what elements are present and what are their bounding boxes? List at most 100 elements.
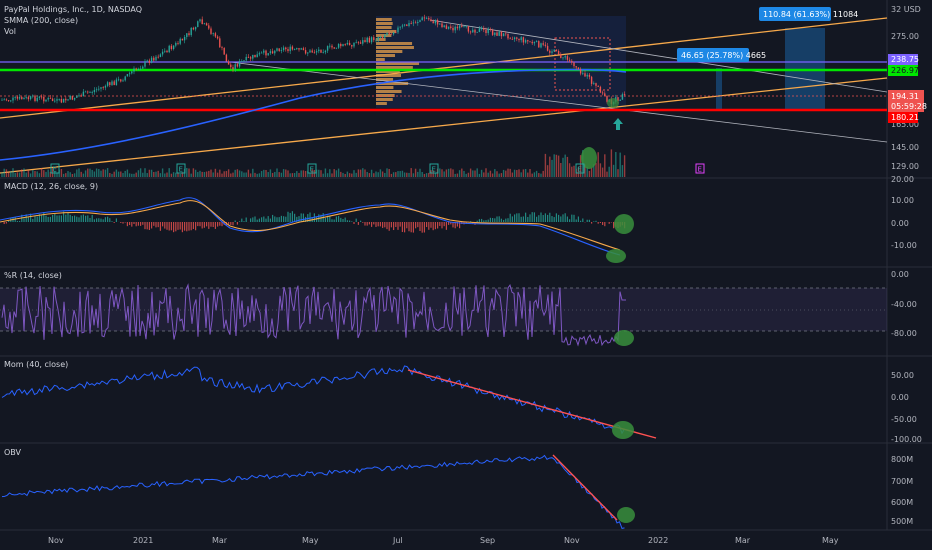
macd-bar xyxy=(294,213,296,222)
macd-bar xyxy=(426,222,428,228)
volume-bar xyxy=(69,172,71,177)
macd-bar xyxy=(208,222,210,229)
time-tick: 2021 xyxy=(133,536,153,545)
candle xyxy=(203,22,206,25)
earnings-marker[interactable]: E xyxy=(176,163,186,174)
volume-bar xyxy=(500,173,503,177)
volume-bar xyxy=(540,173,542,177)
candle xyxy=(357,41,360,45)
macd-bar xyxy=(608,222,610,224)
candle xyxy=(342,43,344,47)
volume-bar xyxy=(82,173,85,177)
volume-bar xyxy=(287,170,289,177)
volume-bar xyxy=(373,173,375,177)
candle xyxy=(452,25,454,33)
volume-bar xyxy=(168,168,170,177)
volume-bar xyxy=(304,170,307,177)
macd-bar xyxy=(544,213,546,222)
candle xyxy=(568,57,571,63)
obv-title: OBV xyxy=(4,448,22,457)
volume-bar xyxy=(111,173,113,177)
candle xyxy=(408,20,410,28)
green-highlight-marker xyxy=(612,421,634,439)
volume-bar xyxy=(5,169,8,177)
macd-histogram xyxy=(1,211,626,233)
volume-bar xyxy=(100,170,102,177)
macd-bar xyxy=(377,222,379,227)
volume-bar xyxy=(139,168,142,177)
candle xyxy=(128,71,131,77)
profile-bar xyxy=(376,98,393,101)
candle xyxy=(577,67,580,70)
candle xyxy=(280,47,283,54)
candle xyxy=(117,76,120,82)
symbol-title: PayPal Holdings, Inc., 1D, NASDAQ xyxy=(4,5,142,14)
smma-legend: SMMA (200, close) xyxy=(4,16,78,25)
volume-bar xyxy=(513,169,516,177)
candle xyxy=(425,16,428,20)
volume-bar xyxy=(467,172,470,177)
volume-bar xyxy=(421,172,423,177)
price-tick: 275.00 xyxy=(891,32,919,41)
price-tag-green xyxy=(888,65,918,76)
candle xyxy=(29,95,32,101)
candle xyxy=(159,53,162,58)
volume-bar xyxy=(131,173,133,177)
candle xyxy=(428,16,430,21)
volume-bar xyxy=(285,169,287,177)
volume-bar xyxy=(498,173,500,177)
candle xyxy=(56,96,58,104)
volume-bar xyxy=(179,173,181,177)
candle xyxy=(337,43,340,50)
green-highlight-marker xyxy=(606,249,626,263)
candle xyxy=(43,94,45,104)
macd-bar xyxy=(30,213,32,222)
volume-bars xyxy=(1,149,626,177)
candle xyxy=(370,36,373,45)
candle xyxy=(366,36,368,44)
volume-bar xyxy=(282,169,285,177)
earnings-marker[interactable]: E xyxy=(575,163,585,174)
macd-bar xyxy=(401,222,403,232)
volume-bar xyxy=(401,170,404,177)
obv-tick: 800M xyxy=(891,455,913,464)
volume-bar xyxy=(359,169,362,177)
macd-bar xyxy=(179,222,181,230)
macd-bar xyxy=(148,222,150,230)
candle xyxy=(511,36,514,40)
macd-bar xyxy=(371,222,373,227)
candle xyxy=(549,49,551,56)
candle xyxy=(223,47,225,55)
mom-tick: -100.00 xyxy=(891,435,922,444)
earnings-marker[interactable]: E xyxy=(50,163,60,174)
candle xyxy=(183,34,186,44)
macd-bar xyxy=(582,218,584,222)
volume-bar xyxy=(302,170,305,177)
volume-bar xyxy=(62,173,65,177)
candle xyxy=(186,33,188,40)
candle xyxy=(230,62,232,70)
macd-bar xyxy=(47,216,49,222)
volume-bar xyxy=(175,172,177,177)
profile-bar xyxy=(376,62,420,65)
volume-bar xyxy=(238,170,241,177)
volume-bar xyxy=(485,168,487,177)
earnings-marker[interactable]: E xyxy=(695,163,705,174)
volume-bar xyxy=(381,171,384,177)
candle xyxy=(3,97,5,101)
earnings-marker[interactable]: E xyxy=(307,163,317,174)
candle xyxy=(522,36,525,46)
candle xyxy=(436,18,439,28)
obv-tick: 600M xyxy=(891,498,913,507)
candle xyxy=(472,27,474,34)
volume-bar xyxy=(197,172,199,177)
candle xyxy=(269,48,272,55)
volume-bar xyxy=(170,173,173,177)
volume-bar xyxy=(199,170,201,177)
earnings-marker[interactable]: E xyxy=(429,163,439,174)
candle xyxy=(546,43,549,52)
macd-bar xyxy=(569,219,571,222)
candle xyxy=(278,48,280,52)
volume-bar xyxy=(491,173,494,177)
